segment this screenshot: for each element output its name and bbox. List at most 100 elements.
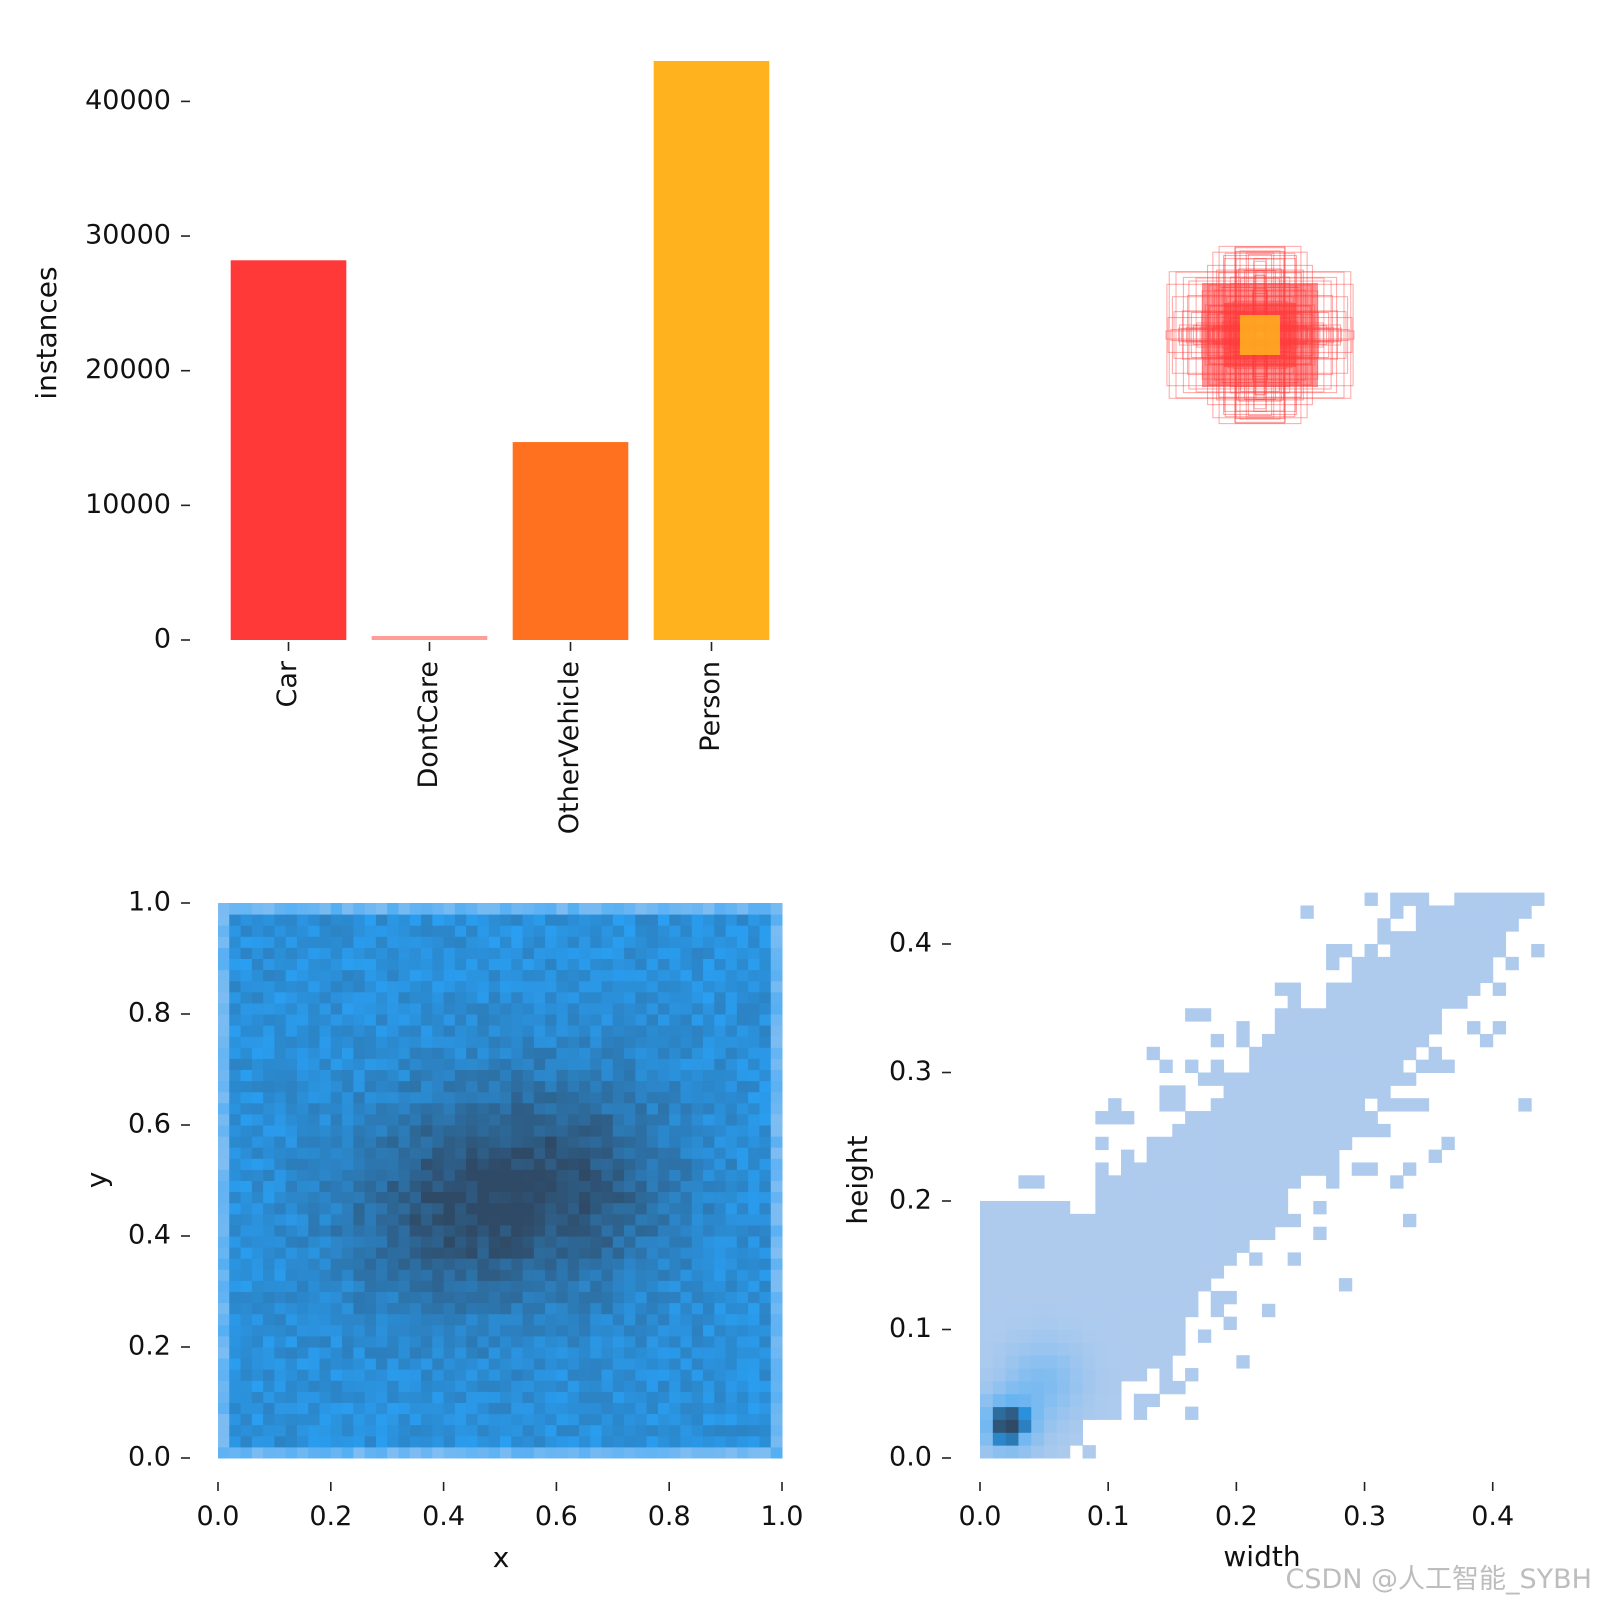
xy-cell bbox=[522, 1180, 535, 1193]
xy-cell bbox=[522, 1269, 535, 1281]
xy-cell bbox=[330, 936, 343, 948]
xy-cell bbox=[703, 925, 715, 937]
xy-cell bbox=[466, 947, 478, 959]
wh-cell bbox=[1518, 905, 1532, 919]
xy-cell bbox=[274, 1113, 287, 1126]
xy-cell bbox=[251, 1358, 264, 1370]
wh-cell bbox=[1146, 1239, 1160, 1253]
xy-cell bbox=[488, 980, 501, 993]
xy-cell bbox=[522, 1347, 535, 1359]
xy-cell bbox=[421, 1136, 433, 1148]
xy-cell bbox=[229, 1080, 242, 1093]
xy-cell bbox=[319, 1269, 332, 1281]
wh-cell bbox=[1172, 1252, 1186, 1266]
wh-cell bbox=[1249, 1046, 1263, 1061]
wh-cell bbox=[1377, 1098, 1391, 1112]
wh-cell bbox=[1018, 1432, 1032, 1446]
xy-cell bbox=[353, 1391, 366, 1403]
xy-cell bbox=[703, 1369, 715, 1381]
xy-cell bbox=[229, 1291, 242, 1304]
wh-cell bbox=[1274, 1136, 1289, 1151]
xy-cell bbox=[398, 925, 411, 937]
wh-cell bbox=[1159, 1098, 1173, 1112]
wh-cell bbox=[1185, 1239, 1199, 1253]
xy-cell bbox=[466, 1102, 478, 1115]
xy-cell bbox=[714, 1147, 727, 1159]
xy-cell bbox=[567, 936, 580, 948]
wh-cell bbox=[1044, 1380, 1058, 1395]
xy-cell bbox=[635, 1280, 648, 1292]
xy-cell bbox=[443, 1014, 456, 1026]
wh-cell bbox=[1095, 1316, 1109, 1330]
xy-cell bbox=[635, 1302, 648, 1315]
xy-cell bbox=[285, 1058, 298, 1070]
xy-cell bbox=[330, 969, 343, 982]
xy-cell bbox=[443, 1002, 456, 1015]
xy-cell bbox=[296, 1025, 309, 1037]
wh-cell bbox=[1044, 1432, 1058, 1446]
xy-cell bbox=[387, 925, 399, 937]
xy-cell bbox=[432, 1413, 445, 1426]
wh-cell bbox=[1403, 944, 1417, 958]
xy-cell bbox=[375, 1202, 388, 1215]
xy-cell bbox=[703, 947, 715, 959]
xy-cell bbox=[601, 925, 614, 937]
xy-x-tick-label: 0.6 bbox=[535, 1501, 578, 1532]
xy-cell bbox=[590, 1036, 603, 1048]
wh-cell bbox=[1159, 1290, 1173, 1305]
wh-cell bbox=[1364, 969, 1378, 984]
xy-cell bbox=[567, 1158, 580, 1170]
xy-cell bbox=[545, 1047, 557, 1059]
wh-cell bbox=[1287, 1085, 1301, 1099]
xy-cell bbox=[680, 1180, 693, 1193]
xy-cell bbox=[691, 1169, 704, 1181]
xy-cell bbox=[646, 980, 659, 993]
xy-cell bbox=[669, 936, 681, 948]
xy-cell bbox=[364, 969, 377, 982]
xy-cell bbox=[500, 1180, 512, 1193]
xy-cell bbox=[477, 1247, 490, 1259]
wh-cell bbox=[1018, 1406, 1032, 1420]
wh-cell bbox=[1108, 1175, 1122, 1189]
wh-cell bbox=[1454, 995, 1468, 1009]
xy-cell bbox=[466, 1391, 478, 1403]
xy-cell bbox=[353, 1369, 366, 1381]
xy-cell bbox=[759, 1313, 772, 1326]
xy-cell bbox=[567, 925, 580, 937]
xy-cell bbox=[748, 1180, 760, 1193]
xy-cell bbox=[409, 947, 422, 959]
xy-cell bbox=[680, 1147, 693, 1159]
xy-cell bbox=[714, 1036, 727, 1048]
xy-cell bbox=[364, 1202, 377, 1215]
xy-cell bbox=[263, 1047, 275, 1059]
wh-cell bbox=[1287, 1213, 1301, 1228]
xy-cell bbox=[612, 1369, 625, 1381]
xy-cell bbox=[263, 1335, 275, 1348]
wh-cell bbox=[1377, 1072, 1391, 1086]
xy-cell bbox=[567, 1147, 580, 1159]
xy-cell bbox=[680, 1236, 693, 1248]
wh-cell bbox=[1338, 1136, 1353, 1151]
wh-cell bbox=[1236, 1111, 1250, 1125]
wh-cell bbox=[1121, 1213, 1135, 1228]
xy-cell bbox=[477, 1313, 490, 1326]
xy-cell bbox=[409, 1335, 422, 1348]
xy-cell bbox=[364, 1158, 377, 1170]
wh-cell bbox=[1197, 1239, 1212, 1253]
xy-cell bbox=[725, 1413, 738, 1426]
xy-cell bbox=[477, 1180, 490, 1193]
xy-cell bbox=[500, 1224, 512, 1237]
xy-cell bbox=[421, 1191, 433, 1204]
xy-cell bbox=[274, 980, 287, 993]
xy-cell bbox=[500, 1424, 512, 1437]
bar-x-tick-label: OtherVehicle bbox=[554, 661, 585, 834]
wh-cell bbox=[1249, 1226, 1263, 1241]
xy-cell bbox=[387, 947, 399, 959]
wh-cell bbox=[1082, 1329, 1096, 1343]
xy-cell bbox=[364, 936, 377, 948]
xy-cell bbox=[229, 1280, 242, 1292]
xy-cell bbox=[263, 1025, 275, 1037]
xy-cell bbox=[263, 1258, 275, 1270]
xy-cell bbox=[714, 980, 727, 993]
